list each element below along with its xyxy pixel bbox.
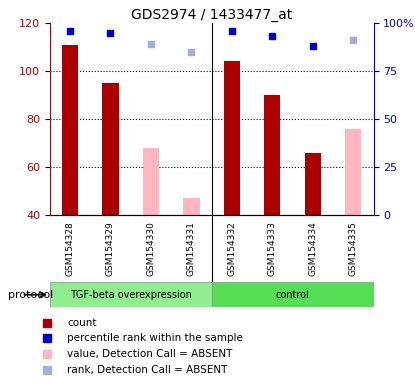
Bar <box>50 282 212 307</box>
Text: TGF-beta overexpression: TGF-beta overexpression <box>70 290 192 300</box>
Text: rank, Detection Call = ABSENT: rank, Detection Call = ABSENT <box>67 365 227 375</box>
Text: GSM154329: GSM154329 <box>106 221 115 276</box>
Bar <box>183 198 200 215</box>
Bar <box>212 282 374 307</box>
Text: GSM154332: GSM154332 <box>227 221 237 276</box>
Text: GSM154335: GSM154335 <box>349 221 358 276</box>
Text: GSM154334: GSM154334 <box>308 221 317 276</box>
Text: GSM154328: GSM154328 <box>66 221 75 276</box>
Text: count: count <box>67 318 97 328</box>
Text: percentile rank within the sample: percentile rank within the sample <box>67 333 243 343</box>
Text: GSM154333: GSM154333 <box>268 221 277 276</box>
Text: protocol: protocol <box>8 290 54 300</box>
Bar <box>305 153 321 215</box>
Text: GSM154330: GSM154330 <box>146 221 156 276</box>
Bar <box>103 83 119 215</box>
Bar <box>345 129 361 215</box>
Bar <box>62 45 78 215</box>
Text: GSM154331: GSM154331 <box>187 221 196 276</box>
Title: GDS2974 / 1433477_at: GDS2974 / 1433477_at <box>131 8 292 22</box>
Text: control: control <box>276 290 310 300</box>
Bar <box>224 61 240 215</box>
Text: value, Detection Call = ABSENT: value, Detection Call = ABSENT <box>67 349 232 359</box>
Bar <box>264 95 281 215</box>
Bar <box>143 148 159 215</box>
